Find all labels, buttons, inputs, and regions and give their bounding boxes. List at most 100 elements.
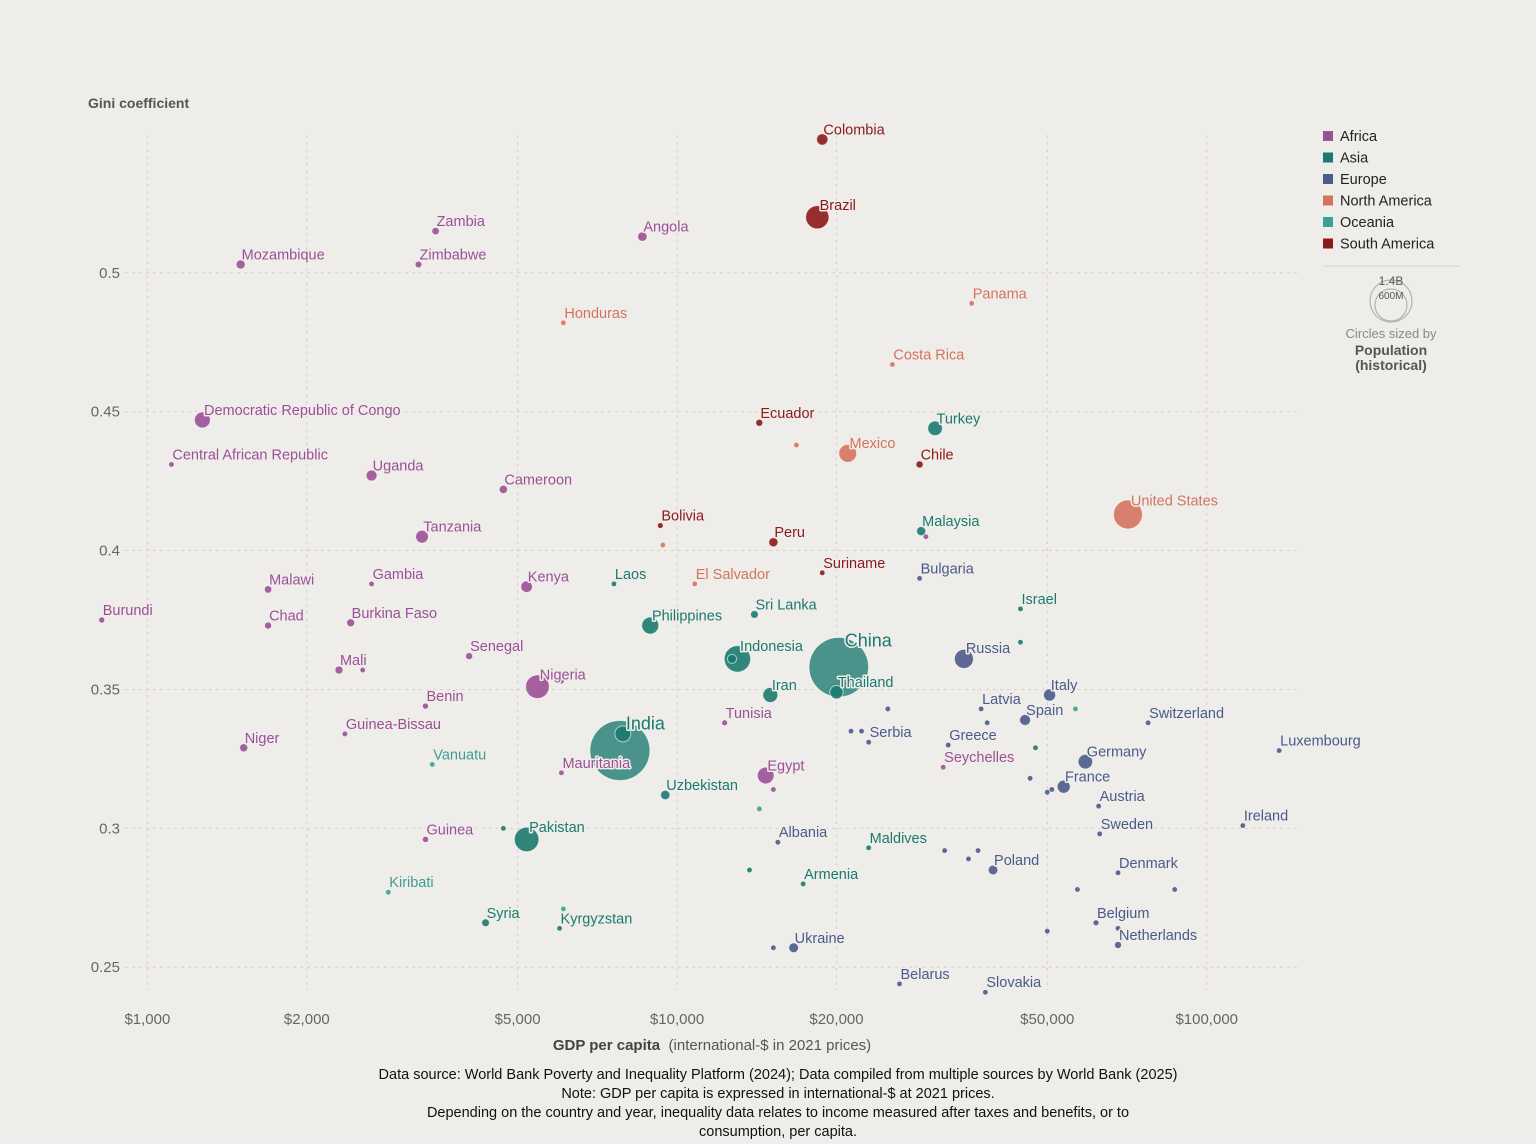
- label-latvia: Latvia: [982, 692, 1022, 708]
- point-unlabeled: [560, 906, 567, 912]
- legend-label-oceania: Oceania: [1340, 215, 1395, 231]
- point-unlabeled: [1032, 744, 1039, 751]
- size-legend: 1.4B 600M Circles sized by Population (h…: [1345, 274, 1437, 373]
- point-unlabeled: [1044, 789, 1051, 796]
- label-philippines: Philippines: [652, 608, 722, 624]
- label-belgium: Belgium: [1097, 906, 1149, 922]
- point-mauritania: [558, 769, 565, 776]
- point-israel: [1017, 606, 1024, 612]
- label-suriname: Suriname: [823, 556, 885, 572]
- point-colombia: [816, 133, 829, 146]
- label-mozambique: Mozambique: [242, 247, 325, 263]
- point-indonesia: [723, 645, 752, 673]
- point-denmark: [1115, 869, 1121, 876]
- point-armenia: [800, 881, 806, 887]
- point-malaysia: [916, 525, 927, 537]
- legend-label-europe: Europe: [1340, 172, 1387, 188]
- data-points: [98, 133, 1282, 996]
- point-greece: [945, 742, 952, 748]
- x-tick-label: $20,000: [809, 1011, 863, 1028]
- label-poland: Poland: [994, 853, 1039, 869]
- point-democratic-republic-of-congo: [193, 411, 211, 429]
- grid-lines: [125, 135, 1300, 990]
- legend-swatch-north-america: [1323, 195, 1333, 206]
- label-uganda: Uganda: [373, 459, 425, 475]
- point-unlabeled: [1115, 925, 1121, 932]
- label-malawi: Malawi: [269, 572, 314, 588]
- chart-footer: Data source: World Bank Poverty and Ineq…: [318, 1066, 1238, 1142]
- label-austria: Austria: [1100, 789, 1146, 805]
- point-nigeria: [525, 674, 550, 700]
- label-sweden: Sweden: [1101, 817, 1153, 833]
- legend: Africa Asia Europe North America Oceania Sout…: [1323, 129, 1460, 267]
- x-tick-label: $10,000: [650, 1011, 704, 1028]
- label-mali: Mali: [340, 653, 367, 669]
- x-tick-label: $1,000: [124, 1011, 170, 1028]
- point-india: [589, 720, 651, 782]
- point-kiribati: [385, 889, 392, 896]
- size-legend-value-large: 1.4B: [1379, 274, 1404, 288]
- point-kyrgyzstan: [556, 925, 563, 932]
- label-tanzania: Tanzania: [423, 520, 482, 536]
- label-israel: Israel: [1021, 592, 1056, 608]
- point-unlabeled: [858, 728, 865, 734]
- point-tanzania: [415, 529, 429, 544]
- size-legend-measure: Population: [1355, 342, 1427, 358]
- label-laos: Laos: [615, 567, 646, 583]
- point-maldives: [865, 844, 872, 851]
- label-sri-lanka: Sri Lanka: [755, 597, 817, 613]
- label-spain: Spain: [1026, 703, 1063, 719]
- point-uganda: [365, 469, 378, 482]
- label-russia: Russia: [966, 641, 1011, 657]
- x-tick-label: $100,000: [1175, 1011, 1238, 1028]
- point-mozambique: [235, 259, 246, 270]
- point-chad: [264, 621, 272, 630]
- label-india: India: [626, 714, 666, 734]
- label-denmark: Denmark: [1119, 856, 1179, 872]
- point-central-african-republic: [168, 461, 175, 468]
- label-nigeria: Nigeria: [540, 668, 587, 684]
- point-unlabeled: [746, 867, 753, 873]
- label-china: China: [845, 630, 893, 650]
- point-unlabeled: [614, 725, 632, 743]
- label-germany: Germany: [1087, 745, 1147, 761]
- label-uzbekistan: Uzbekistan: [666, 778, 738, 794]
- label-vanuatu: Vanuatu: [433, 747, 486, 763]
- point-seychelles: [940, 764, 947, 771]
- point-poland: [987, 864, 999, 876]
- label-ecuador: Ecuador: [760, 406, 814, 422]
- label-niger: Niger: [245, 731, 280, 747]
- label-netherlands: Netherlands: [1119, 928, 1197, 944]
- x-axis-title: GDP per capita (international-$ in 2021 …: [553, 1037, 871, 1054]
- label-guinea-bissau: Guinea-Bissau: [346, 717, 441, 733]
- point-unlabeled: [984, 719, 991, 726]
- point-unlabeled: [848, 728, 854, 734]
- y-tick-label: 0.35: [91, 681, 120, 698]
- point-pakistan: [513, 826, 540, 853]
- point-bulgaria: [916, 575, 923, 582]
- label-burkina-faso: Burkina Faso: [352, 606, 437, 622]
- point-slovakia: [982, 989, 989, 996]
- x-tick-label: $2,000: [284, 1011, 330, 1028]
- footer-source: Data source: World Bank Poverty and Ineq…: [378, 1067, 1178, 1083]
- label-burundi: Burundi: [103, 603, 153, 619]
- point-ukraine: [788, 942, 800, 954]
- label-luxembourg: Luxembourg: [1280, 734, 1361, 750]
- label-colombia: Colombia: [823, 122, 885, 138]
- label-france: France: [1065, 770, 1110, 786]
- point-brazil: [805, 205, 830, 230]
- label-peru: Peru: [774, 525, 805, 541]
- label-el-salvador: El Salvador: [696, 567, 770, 583]
- point-austria: [1095, 803, 1102, 809]
- label-syria: Syria: [487, 906, 521, 922]
- label-turkey: Turkey: [937, 411, 982, 427]
- size-legend-circle-large: [1369, 279, 1413, 323]
- point-costa-rica: [889, 361, 896, 368]
- point-guinea-bissau: [342, 731, 348, 737]
- point-netherlands: [1114, 941, 1122, 949]
- point-burkina-faso: [346, 618, 355, 627]
- point-unlabeled: [659, 542, 666, 548]
- label-bolivia: Bolivia: [661, 509, 705, 525]
- point-unlabeled: [884, 706, 891, 712]
